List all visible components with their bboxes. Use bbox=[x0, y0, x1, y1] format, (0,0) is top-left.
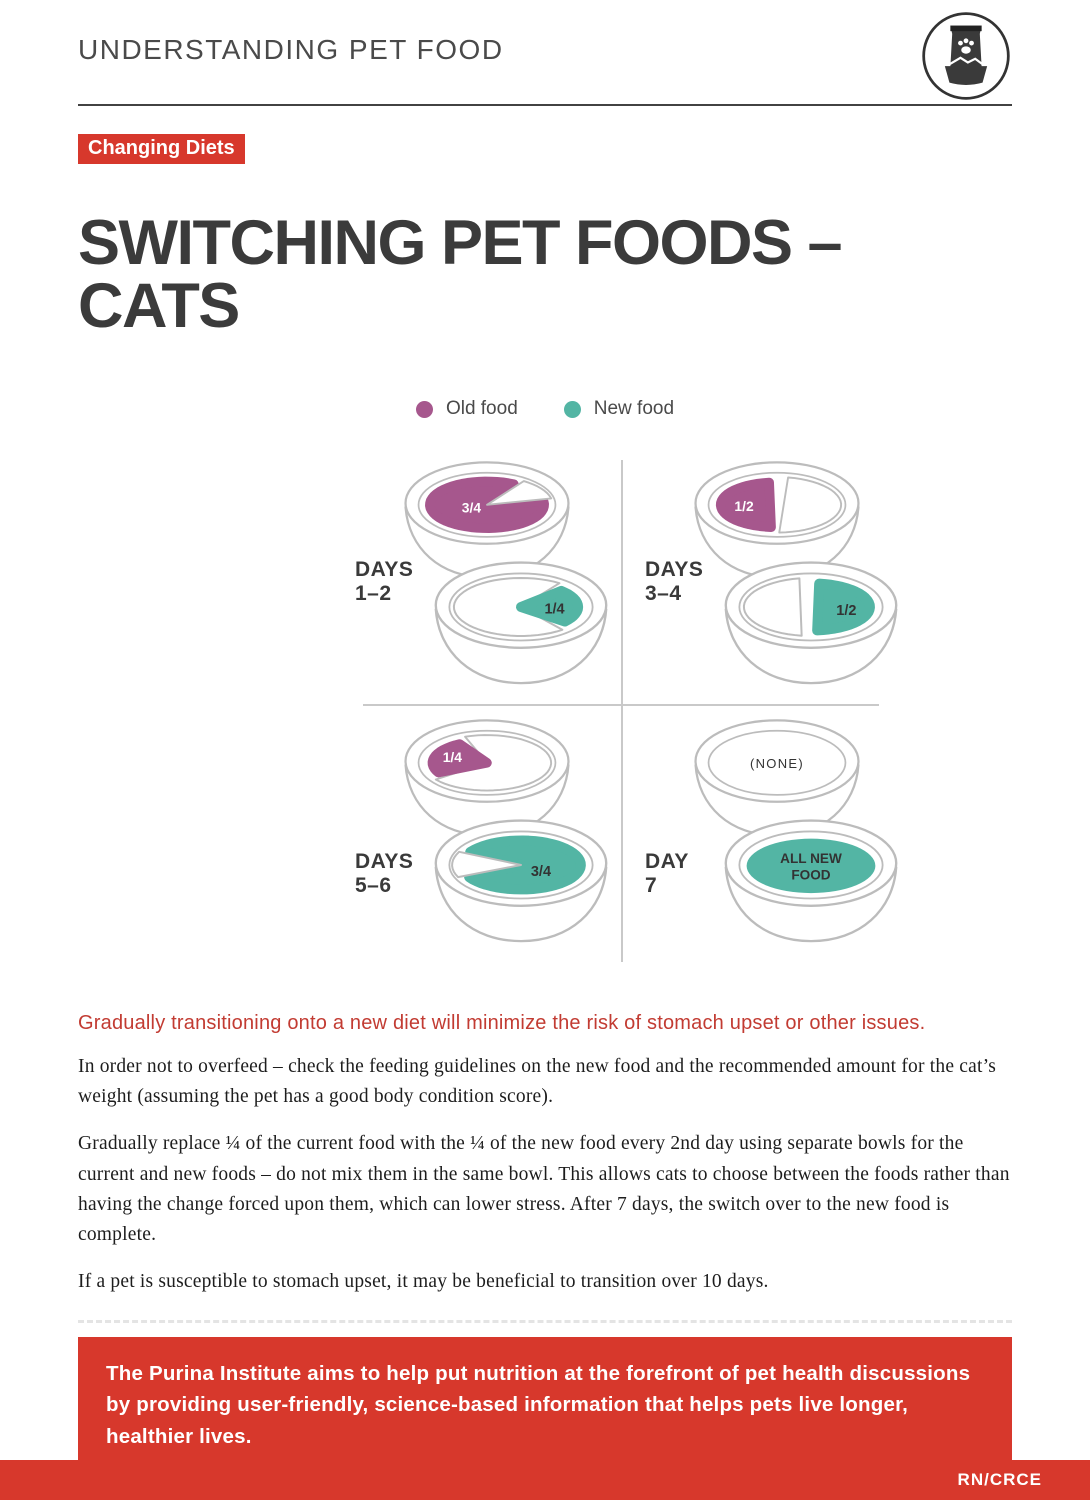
svg-text:(NONE): (NONE) bbox=[750, 756, 804, 771]
bowl-empty-old-food: (NONE) bbox=[694, 719, 860, 837]
svg-text:1/4: 1/4 bbox=[544, 601, 564, 617]
header: UNDERSTANDING PET FOOD bbox=[78, 0, 1012, 104]
legend-label: New food bbox=[593, 398, 675, 419]
bowl-old-food: 1/4 bbox=[404, 719, 570, 837]
old-food-dot-icon bbox=[415, 400, 433, 418]
quadrant-label-days-1–2: DAYS 1–2 bbox=[355, 558, 414, 606]
svg-text:FOOD: FOOD bbox=[791, 867, 830, 882]
pet-food-bag-bowl-icon bbox=[922, 12, 1010, 100]
bowl-new-food: 1/2 bbox=[724, 561, 898, 685]
quadrant-divider-horizontal bbox=[363, 704, 879, 706]
bowl-new-food: 3/4 bbox=[434, 819, 608, 943]
legend-label: Old food bbox=[445, 398, 518, 419]
quadrant-label-days-3–4: DAYS 3–4 bbox=[645, 558, 704, 606]
bowl-new-food: 1/4 bbox=[434, 561, 608, 685]
svg-text:1/4: 1/4 bbox=[443, 749, 463, 765]
legend-item-old-food: Old food bbox=[415, 398, 518, 420]
quadrant-label-days-5–6: DAYS 5–6 bbox=[355, 850, 414, 898]
transition-diagram: DAYS 1–2 3/4 1/4 DAYS 3–4 1/2 1/2 DAYS 5–6 1/4 3/4 D… bbox=[78, 456, 1012, 968]
footer-code: RN/CRCE bbox=[957, 1470, 1042, 1489]
changing-diets-badge: Changing Diets bbox=[78, 134, 245, 164]
quadrant-divider-vertical bbox=[621, 460, 623, 962]
svg-text:3/4: 3/4 bbox=[531, 864, 551, 880]
body-paragraph-2: Gradually replace ¼ of the current food … bbox=[78, 1133, 1010, 1246]
legend: Old food New food bbox=[78, 398, 1012, 420]
quadrant-label-day-7: DAY 7 bbox=[645, 850, 689, 898]
svg-text:ALL NEW: ALL NEW bbox=[780, 851, 842, 866]
svg-text:1/2: 1/2 bbox=[836, 603, 856, 619]
paw-print-icon bbox=[958, 38, 974, 54]
svg-text:3/4: 3/4 bbox=[462, 500, 482, 516]
header-title: UNDERSTANDING PET FOOD bbox=[78, 34, 504, 65]
body-paragraph-1: In order not to overfeed – check the fee… bbox=[78, 1056, 996, 1108]
tear-line bbox=[78, 1319, 1012, 1323]
bowl-old-food: 3/4 bbox=[404, 461, 570, 579]
footer-bar: RN/CRCE bbox=[0, 1460, 1090, 1500]
header-divider bbox=[78, 104, 1012, 106]
svg-text:1/2: 1/2 bbox=[734, 498, 754, 514]
legend-item-new-food: New food bbox=[563, 398, 675, 420]
lead-text: Gradually transitioning onto a new diet … bbox=[78, 1012, 926, 1034]
body-paragraph-3: If a pet is susceptible to stomach upset… bbox=[78, 1271, 769, 1293]
new-food-dot-icon bbox=[563, 400, 581, 418]
mission-banner: The Purina Institute aims to help put nu… bbox=[78, 1336, 1012, 1474]
page-title: SWITCHING PET FOODS – CATS bbox=[78, 208, 843, 341]
